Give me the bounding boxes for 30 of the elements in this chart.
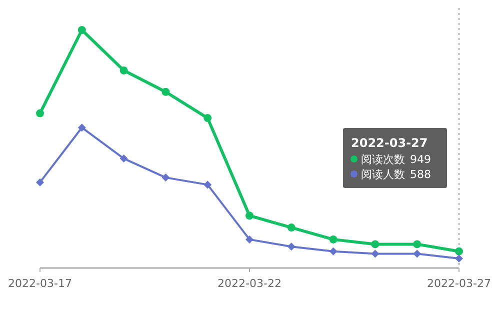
point	[78, 124, 86, 132]
point	[413, 240, 422, 248]
point	[204, 180, 212, 189]
point	[78, 26, 86, 34]
point	[36, 178, 44, 186]
x-tick-label: 2022-03-22	[218, 277, 282, 290]
annotation: 588	[410, 168, 431, 181]
point	[204, 114, 212, 122]
point	[455, 254, 463, 262]
annotation: 949	[410, 153, 431, 166]
point	[36, 109, 44, 118]
point	[371, 250, 380, 258]
point	[246, 235, 254, 244]
point	[455, 247, 463, 256]
point	[246, 212, 254, 220]
point	[413, 250, 422, 258]
point	[287, 242, 296, 251]
point	[162, 174, 170, 182]
legend-label: 阅读次数	[361, 153, 405, 166]
legend-label: 阅读人数	[361, 168, 405, 181]
point	[287, 224, 296, 232]
point	[371, 240, 380, 248]
x-tick-label: 2022-03-27	[427, 277, 491, 290]
x-tick-label: 2022-03-17	[8, 277, 72, 290]
point	[120, 66, 128, 74]
point	[329, 247, 338, 256]
annotation: 2022-03-27	[351, 136, 428, 150]
point	[329, 235, 338, 244]
point	[162, 88, 170, 96]
point	[120, 154, 128, 163]
